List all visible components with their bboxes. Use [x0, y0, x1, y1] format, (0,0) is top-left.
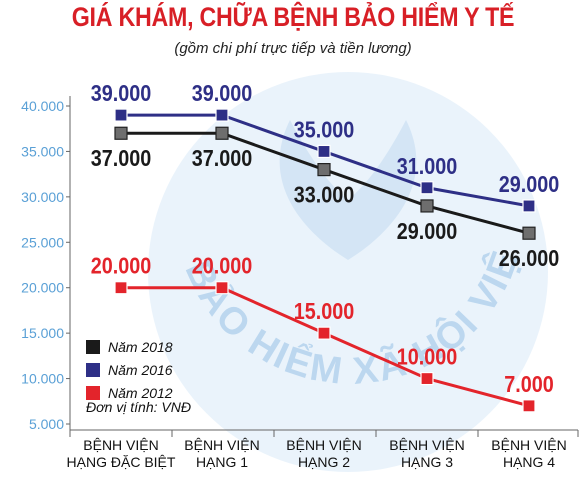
data-label: 7.000: [504, 371, 554, 397]
y-tick-label: 40.000: [21, 98, 64, 114]
data-label: 31.000: [397, 153, 458, 179]
data-point: [114, 108, 128, 122]
y-tick-label: 20.000: [21, 280, 64, 296]
watermark-circle: [148, 72, 548, 472]
series-lines: [114, 108, 536, 413]
data-point: [420, 371, 434, 386]
data-point: [420, 181, 434, 195]
x-tick-label: BỆNH VIỆN: [286, 437, 361, 453]
axes: 5.000 10.000 15.000 20.000 25.000 30.000 35.00…: [21, 96, 579, 470]
x-tick-label: HẠNG 1: [196, 454, 248, 470]
data-point: [317, 163, 331, 177]
legend-label: Năm 2018: [108, 339, 173, 355]
x-tick-label: HẠNG 2: [298, 454, 350, 470]
data-label: 39.000: [91, 81, 152, 107]
data-point: [522, 199, 536, 213]
legend-swatch: [86, 340, 100, 354]
data-point: [317, 326, 331, 340]
data-label: 26.000: [499, 246, 560, 272]
chart-subtitle: (gồm chi phí trực tiếp và tiền lương): [174, 40, 412, 57]
data-label: 37.000: [91, 146, 152, 172]
data-point: [215, 281, 229, 295]
data-label: 29.000: [499, 172, 560, 198]
data-point: [420, 199, 434, 213]
x-tick-label: HẠNG 3: [401, 454, 453, 470]
data-label: 39.000: [192, 81, 253, 107]
unit-note: Đơn vị tính: VNĐ: [86, 399, 191, 415]
data-point: [215, 126, 229, 140]
data-label: 10.000: [397, 344, 458, 370]
data-label: 20.000: [192, 253, 253, 279]
x-tick-label: BỆNH VIỆN: [83, 437, 158, 453]
data-label: 15.000: [294, 299, 355, 325]
data-label: 20.000: [91, 253, 152, 279]
x-tick-label: BỆNH VIỆN: [389, 437, 464, 453]
data-point: [215, 108, 229, 122]
data-point: [522, 226, 536, 240]
data-point: [114, 126, 128, 140]
data-point: [114, 281, 128, 295]
y-tick-label: 15.000: [21, 325, 64, 341]
data-label: 37.000: [192, 146, 253, 172]
watermark-logo: BẢO HIỂM XÃ HỘI VIỆT NAM: [0, 0, 548, 472]
chart-title: GIÁ KHÁM, CHỮA BỆNH BẢO HIỂM Y TẾ: [71, 2, 515, 32]
legend-swatch: [86, 363, 100, 377]
legend-label: Năm 2012: [108, 385, 173, 401]
data-label: 29.000: [397, 219, 458, 245]
y-tick-label: 5.000: [29, 416, 64, 432]
x-tick-label: HẠNG ĐẶC BIỆT: [67, 454, 176, 470]
legend-swatch: [86, 386, 100, 400]
x-tick-label: BỆNH VIỆN: [491, 437, 566, 453]
data-point: [522, 399, 536, 413]
y-tick-label: 30.000: [21, 189, 64, 205]
y-tick-label: 25.000: [21, 234, 64, 250]
legend-label: Năm 2016: [108, 362, 173, 378]
data-point: [317, 144, 331, 159]
x-tick-label: HẠNG 4: [503, 454, 555, 470]
data-labels: 39.000 39.000 35.000 31.000 29.000 37.000 37.0…: [91, 81, 560, 397]
data-label: 33.000: [294, 182, 355, 208]
y-tick-label: 35.000: [21, 143, 64, 159]
y-tick-label: 10.000: [21, 371, 64, 387]
watermark-emblem: [279, 120, 417, 260]
data-label: 35.000: [294, 117, 355, 143]
x-tick-label: BỆNH VIỆN: [184, 437, 259, 453]
